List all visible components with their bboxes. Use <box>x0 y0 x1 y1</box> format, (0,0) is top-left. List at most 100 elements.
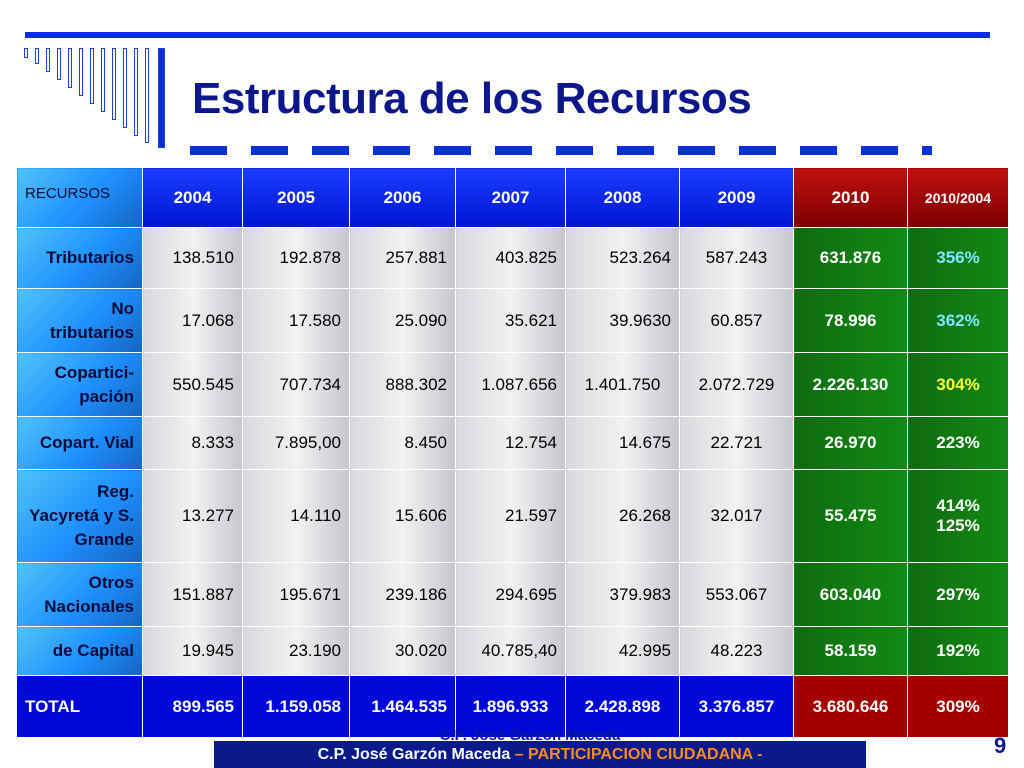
header-year-2010: 2010 <box>793 167 908 228</box>
cell: 2.072.729 <box>679 352 794 417</box>
page-title: Estructura de los Recursos <box>192 74 752 123</box>
cell: 21.597 <box>455 469 566 563</box>
cell-2010: 2.226.130 <box>793 352 908 417</box>
total-cell: 3.376.857 <box>679 675 794 738</box>
table-row: Tributarios 138.510 192.878 257.881 403.… <box>16 227 1009 289</box>
cell: 403.825 <box>455 227 566 289</box>
cell: 42.995 <box>565 626 680 676</box>
cell: 550.545 <box>142 352 243 417</box>
cell: 1.401.750 <box>565 352 680 417</box>
cell: 13.277 <box>142 469 243 563</box>
cell: 15.606 <box>349 469 456 563</box>
cell: 23.190 <box>242 626 350 676</box>
header-ratio: 2010/2004 <box>907 167 1009 228</box>
dashed-divider <box>190 146 980 155</box>
header-year: 2005 <box>242 167 350 228</box>
cell: 19.945 <box>142 626 243 676</box>
footer-ghost-text: C.P. José Garzón Maceda <box>439 730 621 742</box>
cell-ratio: 414% 125% <box>907 469 1009 563</box>
cell: 60.857 <box>679 288 794 353</box>
vertical-bars-decoration <box>24 48 174 148</box>
cell-2010: 55.475 <box>793 469 908 563</box>
cell-ratio: 304% <box>907 352 1009 417</box>
cell: 553.067 <box>679 562 794 627</box>
total-cell: 1.896.933 <box>455 675 566 738</box>
cell: 30.020 <box>349 626 456 676</box>
cell: 26.268 <box>565 469 680 563</box>
table-header-row: RECURSOS 2004 2005 2006 2007 2008 2009 2… <box>16 167 1009 228</box>
cell-2010: 78.996 <box>793 288 908 353</box>
cell: 17.068 <box>142 288 243 353</box>
row-label: de Capital <box>16 626 143 676</box>
cell: 7.895,00 <box>242 416 350 470</box>
cell-ratio: 192% <box>907 626 1009 676</box>
cell-2010: 26.970 <box>793 416 908 470</box>
cell-ratio: 362% <box>907 288 1009 353</box>
cell: 8.333 <box>142 416 243 470</box>
cell: 22.721 <box>679 416 794 470</box>
row-label: Otros Nacionales <box>16 562 143 627</box>
cell: 523.264 <box>565 227 680 289</box>
header-year: 2004 <box>142 167 243 228</box>
page-number: 9 <box>994 733 1007 758</box>
table-row: Otros Nacionales 151.887 195.671 239.186… <box>16 562 1009 627</box>
cell: 151.887 <box>142 562 243 627</box>
cell-2010: 603.040 <box>793 562 908 627</box>
cell-2010: 58.159 <box>793 626 908 676</box>
cell: 138.510 <box>142 227 243 289</box>
cell: 32.017 <box>679 469 794 563</box>
row-label: No tributarios <box>16 288 143 353</box>
cell: 257.881 <box>349 227 456 289</box>
cell: 39.9630 <box>565 288 680 353</box>
cell: 707.734 <box>242 352 350 417</box>
cell: 888.302 <box>349 352 456 417</box>
header-recursos: RECURSOS <box>16 167 143 228</box>
cell: 239.186 <box>349 562 456 627</box>
cell: 379.983 <box>565 562 680 627</box>
table-row: de Capital 19.945 23.190 30.020 40.785,4… <box>16 626 1009 676</box>
cell-2010: 631.876 <box>793 227 908 289</box>
cell: 587.243 <box>679 227 794 289</box>
table-row: Copartici-pación 550.545 707.734 888.302… <box>16 352 1009 417</box>
row-label: Copartici-pación <box>16 352 143 417</box>
header-year: 2009 <box>679 167 794 228</box>
total-cell: 1.464.535 <box>349 675 456 738</box>
total-label: TOTAL <box>16 675 143 738</box>
total-2010: 3.680.646 <box>793 675 908 738</box>
total-cell: 2.428.898 <box>565 675 680 738</box>
ratio-line-1: 414% <box>936 496 980 515</box>
cell: 8.450 <box>349 416 456 470</box>
row-label: Tributarios <box>16 227 143 289</box>
header-year: 2008 <box>565 167 680 228</box>
footer-subtitle: – PARTICIPACION CIUDADANA - <box>514 746 763 763</box>
table-row: Reg. Yacyretá y S. Grande 13.277 14.110 … <box>16 469 1009 563</box>
cell: 294.695 <box>455 562 566 627</box>
total-ratio: 309% <box>907 675 1009 738</box>
total-cell: 899.565 <box>142 675 243 738</box>
footer-author: C.P. José Garzón Maceda <box>317 746 511 763</box>
header-year: 2007 <box>455 167 566 228</box>
cell: 195.671 <box>242 562 350 627</box>
cell: 1.087.656 <box>455 352 566 417</box>
resources-table: RECURSOS 2004 2005 2006 2007 2008 2009 2… <box>16 167 1009 738</box>
cell: 14.675 <box>565 416 680 470</box>
row-label: Copart. Vial <box>16 416 143 470</box>
cell: 35.621 <box>455 288 566 353</box>
cell: 25.090 <box>349 288 456 353</box>
total-cell: 1.159.058 <box>242 675 350 738</box>
cell-ratio: 356% <box>907 227 1009 289</box>
row-label: Reg. Yacyretá y S. Grande <box>16 469 143 563</box>
top-accent-line <box>25 32 990 38</box>
cell-ratio: 297% <box>907 562 1009 627</box>
cell: 12.754 <box>455 416 566 470</box>
ratio-line-2: 125% <box>936 516 980 535</box>
cell-ratio: 223% <box>907 416 1009 470</box>
total-row: TOTAL 899.565 1.159.058 1.464.535 1.896.… <box>16 675 1009 738</box>
cell: 17.580 <box>242 288 350 353</box>
cell: 14.110 <box>242 469 350 563</box>
cell: 48.223 <box>679 626 794 676</box>
cell: 40.785,40 <box>455 626 566 676</box>
cell: 192.878 <box>242 227 350 289</box>
header-year: 2006 <box>349 167 456 228</box>
table-row: Copart. Vial 8.333 7.895,00 8.450 12.754… <box>16 416 1009 470</box>
